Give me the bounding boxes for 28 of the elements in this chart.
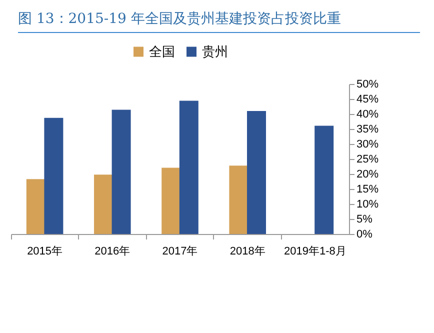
bar xyxy=(26,179,46,234)
y-tick-label: 25% xyxy=(356,154,379,166)
y-tick-label: 20% xyxy=(356,168,379,180)
bar xyxy=(314,126,334,234)
y-tick-label: 15% xyxy=(356,184,379,196)
x-tick-label: 2017年 xyxy=(162,246,198,258)
bar xyxy=(229,166,248,234)
legend-label: 全国 xyxy=(149,44,175,60)
x-tick-label: 2016年 xyxy=(94,246,130,258)
y-tick-label: 50% xyxy=(356,78,379,90)
y-tick-label: 5% xyxy=(356,214,373,226)
legend-label: 贵州 xyxy=(202,44,228,60)
x-tick-label: 2018年 xyxy=(230,246,266,258)
y-tick-label: 0% xyxy=(356,228,373,240)
y-tick-label: 10% xyxy=(356,198,379,210)
x-tick-label: 2019年1-8月 xyxy=(284,246,346,258)
bar xyxy=(112,110,131,234)
bar xyxy=(44,118,64,234)
y-tick-label: 30% xyxy=(356,138,379,150)
y-tick-label: 35% xyxy=(356,124,379,136)
y-tick-label: 40% xyxy=(356,108,379,120)
bar xyxy=(246,111,266,234)
y-tick-label: 45% xyxy=(356,94,379,106)
x-tick-label: 2015年 xyxy=(27,246,63,258)
bar xyxy=(179,100,198,234)
bar xyxy=(162,168,181,234)
chart-title: 图 13：2015-19 年全国及贵州基建投资占投资比重 xyxy=(18,10,420,33)
bar xyxy=(94,174,114,234)
